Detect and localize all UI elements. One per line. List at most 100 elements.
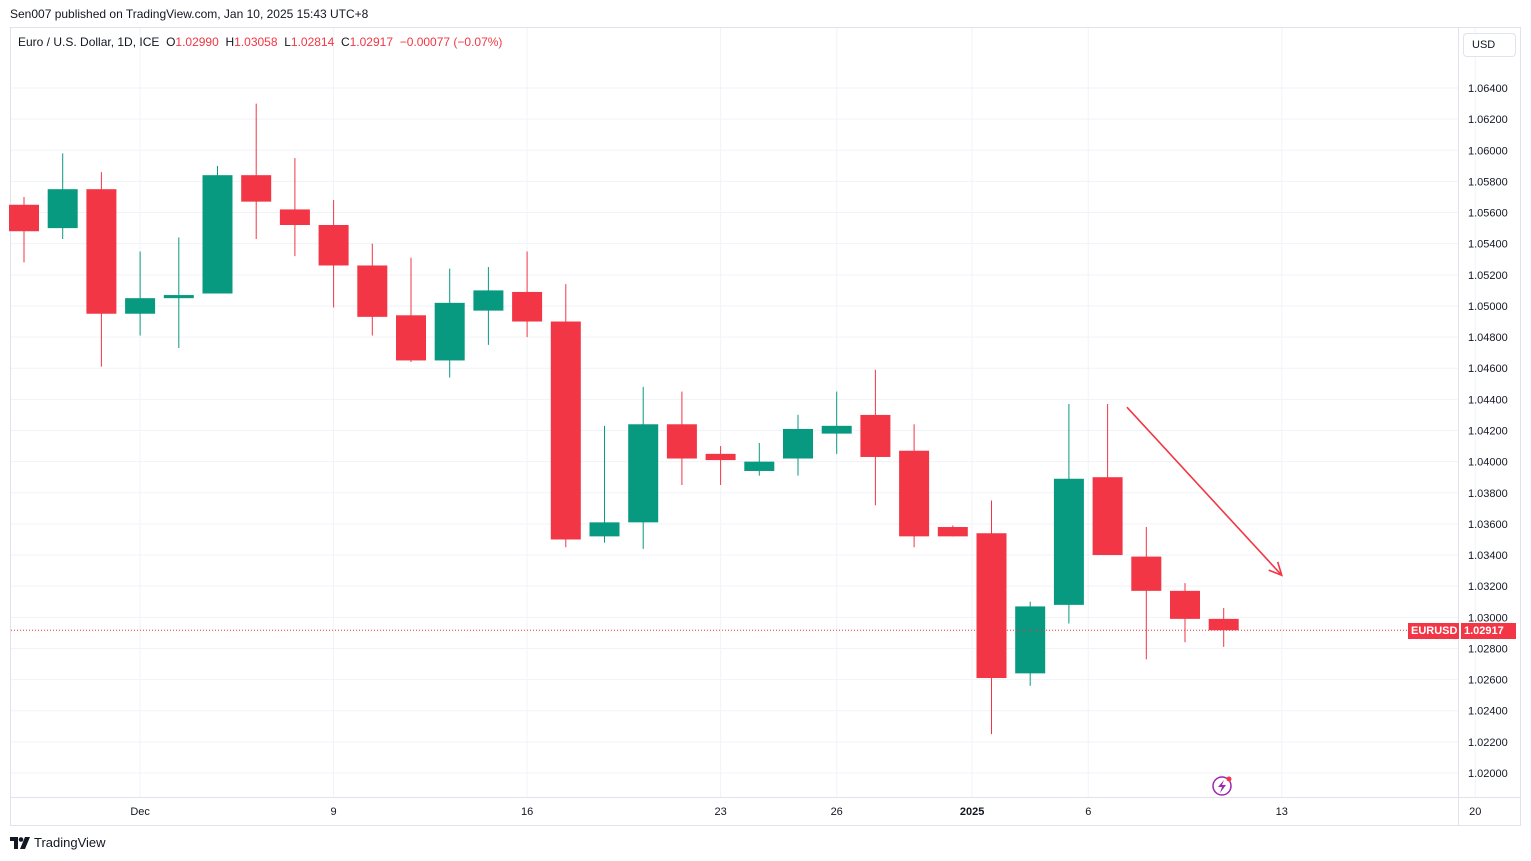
chart-frame [10,27,1521,826]
candle [473,267,504,345]
candle-body [860,414,891,457]
legend-open-label: O [166,35,176,49]
candle [899,424,930,548]
candle-body [473,290,504,311]
price-tag-value: 1.02917 [1461,623,1516,639]
legend-low-value: 1.02814 [290,35,335,49]
candle [976,500,1007,735]
price-tick-label: 1.06000 [1468,145,1508,157]
time-tick-label: 20 [1469,806,1481,818]
candle [1015,601,1046,686]
candle-body [1053,478,1084,605]
tradingview-logo-icon [10,836,30,849]
candle [434,268,465,378]
currency-button[interactable]: USD [1463,33,1516,57]
candle-body [628,424,659,523]
ohlc-legend: Euro / U.S. Dollar, 1D, ICE O1.02990 H 1.… [18,35,502,49]
candle-body [976,533,1007,679]
candle-body [434,302,465,361]
time-tick-label: 9 [331,806,337,818]
time-tick-label: 6 [1085,806,1091,818]
candle [783,414,813,476]
candle [550,284,581,548]
price-tag-symbol: EURUSD [1408,623,1459,639]
candle-body [357,265,388,317]
tradingview-logo: TradingView [10,835,106,850]
lightning-badge-icon [1212,776,1232,796]
price-axis: 1.02000 1.02200 1.02400 1.02600 1.02800 1.030… [1468,83,1508,780]
candle-body [202,175,233,294]
time-tick-label: 16 [521,806,533,818]
candle-body [279,209,310,225]
candle [241,103,272,240]
time-tick-label: Dec [130,806,150,818]
candle-body [86,189,117,314]
candle-body [1208,618,1239,631]
candle [589,425,620,543]
candle [512,251,543,338]
candles-layer [9,103,1239,735]
legend-symbol: Euro / U.S. Dollar, 1D, ICE [18,35,160,49]
price-tick-label: 1.03000 [1468,612,1508,624]
candle [396,257,426,362]
time-tick-label: 26 [831,806,843,818]
candle-body [1131,556,1162,591]
candle-body [241,175,272,202]
candle [744,442,775,476]
trend-arrow-line [1126,406,1283,576]
price-tick-label: 1.03600 [1468,519,1508,531]
time-tick-label: 23 [714,806,726,818]
candle [937,525,968,537]
candle-body [1015,606,1046,674]
price-tick-label: 1.04200 [1468,426,1508,438]
legend-open-value: 1.02990 [175,35,219,49]
candle [1092,404,1123,556]
candle-body [47,189,78,229]
legend-change: −0.00077 (−0.07%) [399,35,503,49]
candle-body [899,450,930,537]
price-tick-label: 1.02600 [1468,675,1508,687]
candle [821,391,852,454]
candle [86,172,117,367]
candle [1208,607,1239,647]
legend-close-value: 1.02917 [349,35,394,49]
lightning-badge-ring [1212,776,1232,796]
price-tick-label: 1.04000 [1468,457,1508,469]
price-tick-label: 1.02400 [1468,706,1508,718]
candle-body [589,522,620,537]
price-tick-label: 1.04800 [1468,332,1508,344]
legend-high-label: H [225,35,235,49]
candle-body [821,425,852,434]
candle-body [512,291,543,322]
price-tick-label: 1.05800 [1468,176,1508,188]
price-tick-label: 1.06200 [1468,114,1508,126]
candle [357,243,388,336]
candle-body [744,461,775,471]
lightning-bolt-icon [1218,780,1226,793]
time-tick-label: 2025 [960,806,984,818]
candle [705,446,736,485]
candle [1053,404,1084,624]
candle-body [937,527,968,537]
candle [279,158,310,257]
candle [318,200,349,308]
legend-close-label: C [340,35,350,49]
price-tick-label: 1.02000 [1468,768,1508,780]
candle [125,251,156,336]
candle-body [396,315,426,361]
time-axis: Dec 9 16 23 26 2025 6 13 20 [130,806,1481,818]
price-tick-label: 1.05600 [1468,208,1508,220]
legend-low-label: L [284,35,291,49]
candle-body [666,424,697,459]
overlay-layer [11,406,1458,796]
candle-body [163,295,194,299]
candle [9,196,39,263]
candle-body [9,204,39,232]
published-by-text: Sen007 published on TradingView.com, Jan… [10,7,369,21]
price-tick-label: 1.03800 [1468,488,1508,500]
trend-arrow-head [1268,561,1283,577]
candle [1170,583,1200,643]
candle-body [1170,590,1200,619]
price-tick-label: 1.05000 [1468,301,1508,313]
